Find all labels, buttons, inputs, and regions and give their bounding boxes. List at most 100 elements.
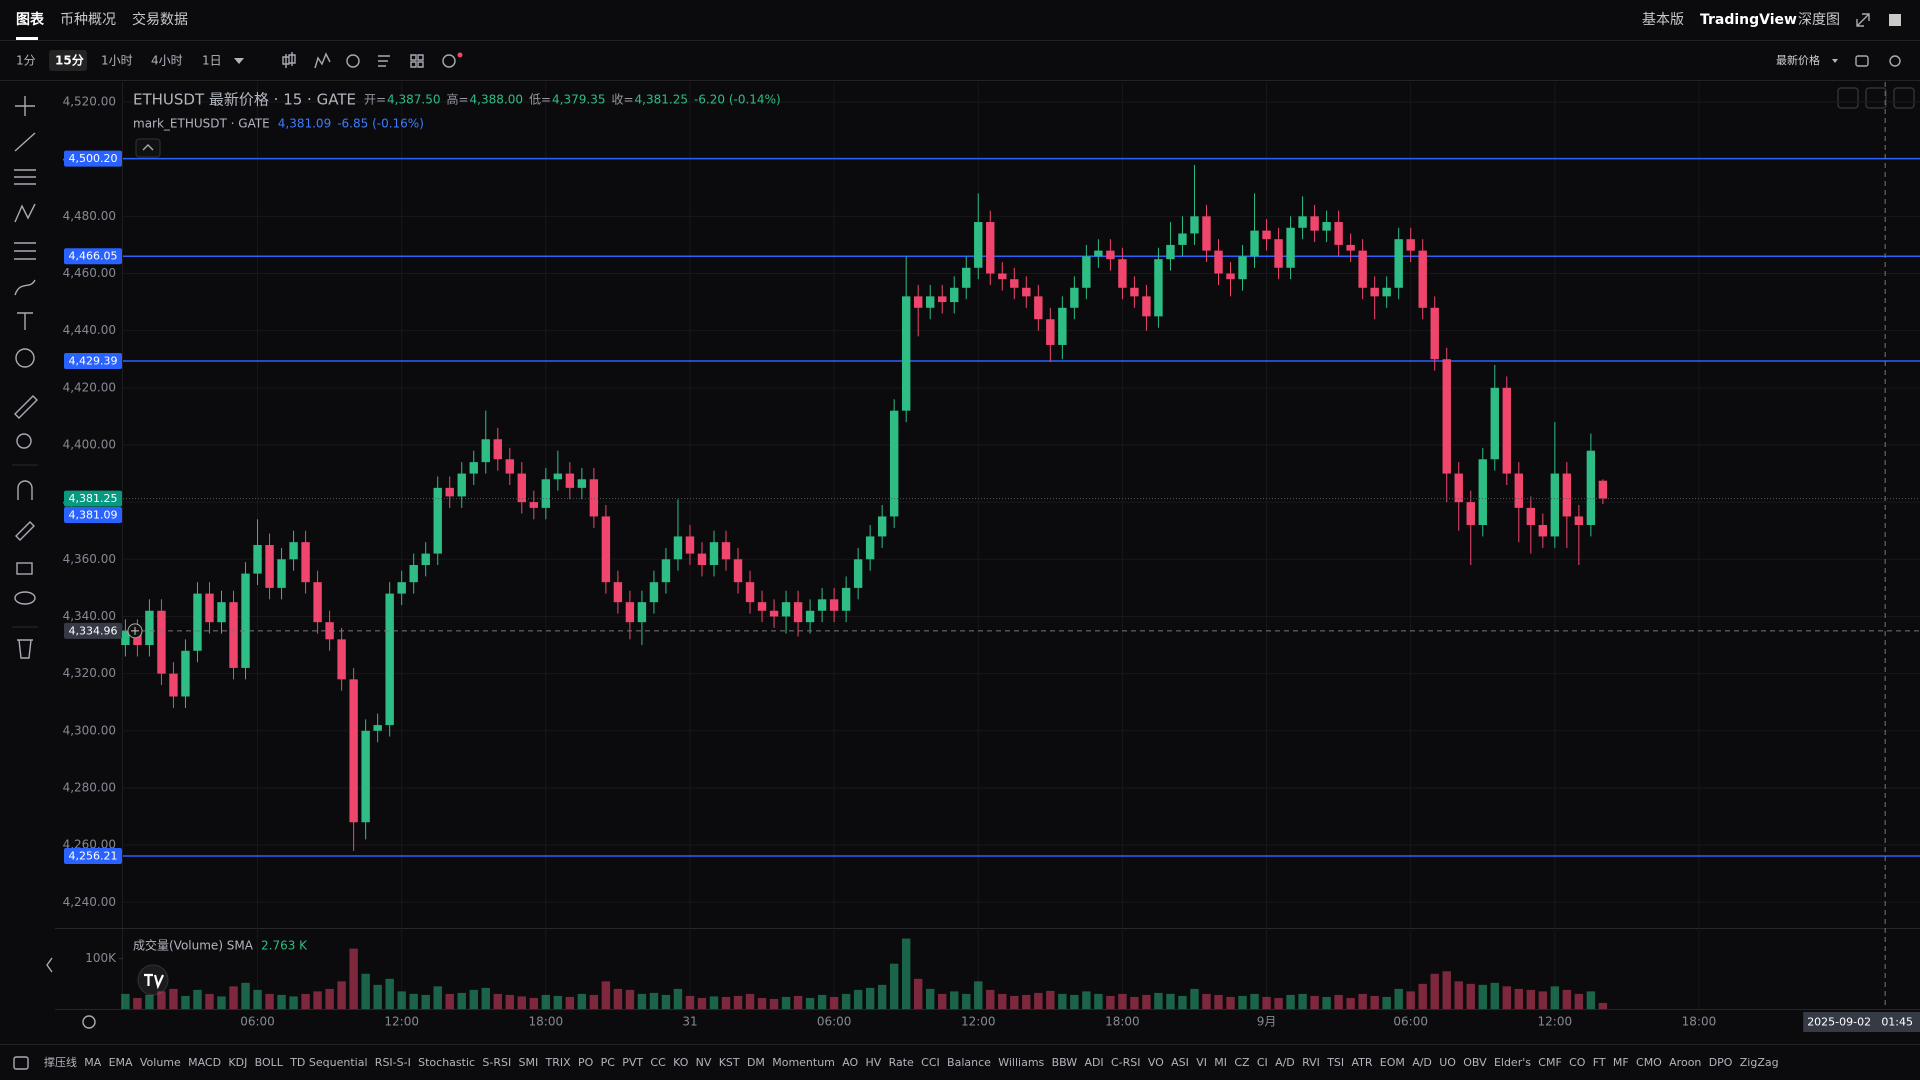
layout-icon[interactable] [410, 54, 424, 68]
camera-icon[interactable] [1855, 55, 1869, 67]
indicator[interactable]: PVT [622, 1056, 643, 1069]
indicator[interactable]: TD Sequential [289, 1056, 367, 1069]
tool-pattern[interactable] [14, 203, 36, 223]
tool-line[interactable] [14, 132, 36, 152]
indicator[interactable]: EMA [109, 1056, 133, 1069]
interval[interactable]: 15分 [55, 53, 84, 68]
collapse-arrow[interactable] [46, 957, 53, 973]
view-option[interactable]: TradingView [1700, 12, 1797, 28]
indicator[interactable]: ATR [1351, 1056, 1372, 1069]
indicator[interactable]: MACD [188, 1056, 221, 1069]
indicator[interactable]: FT [1593, 1056, 1606, 1069]
indicator[interactable]: CMF [1538, 1056, 1562, 1069]
indicator[interactable]: SMI [519, 1056, 539, 1069]
add-icon[interactable] [442, 54, 456, 68]
indicator[interactable]: BOLL [255, 1056, 284, 1069]
tool-lock[interactable] [16, 562, 33, 575]
indicator-icon[interactable] [314, 52, 331, 69]
indicator[interactable]: Rate [889, 1056, 914, 1069]
replay-icon[interactable] [346, 54, 360, 68]
indicator[interactable]: CZ [1234, 1056, 1250, 1069]
axis-settings[interactable] [82, 1015, 96, 1029]
indicator[interactable]: A/D [1275, 1056, 1295, 1069]
settings-icon[interactable] [1889, 55, 1901, 67]
indicator[interactable]: RVI [1302, 1056, 1320, 1069]
indicator[interactable]: Balance [947, 1056, 991, 1069]
tool-channel[interactable] [14, 169, 36, 185]
indicator[interactable]: HV [866, 1056, 882, 1069]
indicator[interactable]: TSI [1326, 1056, 1344, 1069]
indicator[interactable]: VO [1148, 1056, 1164, 1069]
tool-emoji[interactable] [15, 348, 35, 368]
view-option[interactable]: 基本版 [1642, 11, 1684, 28]
indicator[interactable]: MF [1613, 1056, 1629, 1069]
indicator[interactable]: A/D [1412, 1056, 1432, 1069]
indicator[interactable]: RSI-S-I [375, 1056, 411, 1069]
indicator[interactable]: OBV [1463, 1056, 1487, 1069]
indicator[interactable]: UO [1439, 1056, 1456, 1069]
indicator[interactable]: MI [1214, 1056, 1227, 1069]
indicator[interactable]: KDJ [228, 1056, 247, 1069]
dropdown-caret[interactable] [234, 58, 244, 64]
candle-icon[interactable] [282, 52, 296, 68]
indicator[interactable]: Stochastic [418, 1056, 475, 1069]
indicator[interactable]: 撑压线 [44, 1055, 77, 1069]
indicator[interactable]: Williams [998, 1056, 1044, 1069]
indicator[interactable]: PO [578, 1056, 594, 1069]
indicator[interactable]: EOM [1380, 1056, 1405, 1069]
indicator[interactable]: DM [747, 1056, 765, 1069]
indicator-icon[interactable] [13, 1056, 29, 1070]
tab[interactable]: 交易数据 [132, 11, 188, 28]
pane-button[interactable] [1837, 87, 1859, 109]
indicator[interactable]: S-RSI [482, 1056, 511, 1069]
tool-brush[interactable] [14, 279, 36, 296]
expand-icon[interactable] [1856, 13, 1870, 27]
indicator[interactable]: CMO [1636, 1056, 1662, 1069]
indicator[interactable]: BBW [1052, 1056, 1078, 1069]
indicator[interactable]: DPO [1709, 1056, 1733, 1069]
indicator[interactable]: Volume [140, 1056, 181, 1069]
tool-zoom[interactable] [16, 433, 32, 449]
tab[interactable]: 图表 [16, 11, 45, 28]
interval[interactable]: 1日 [202, 54, 222, 68]
indicator[interactable]: CCI [921, 1056, 940, 1069]
tab[interactable]: 币种概况 [60, 12, 116, 28]
indicator[interactable]: CI [1257, 1056, 1268, 1069]
indicator[interactable]: C-RSI [1111, 1056, 1141, 1069]
view-option[interactable]: 深度图 [1798, 12, 1840, 28]
template-icon[interactable] [378, 55, 390, 67]
indicator[interactable]: CC [650, 1056, 666, 1069]
indicator[interactable]: Elder's [1494, 1056, 1531, 1069]
pane-button[interactable] [1865, 87, 1887, 109]
interval[interactable]: 4小时 [151, 54, 183, 68]
tool-ruler[interactable] [14, 395, 38, 419]
indicator[interactable]: Momentum [772, 1056, 835, 1069]
price-mode[interactable]: 最新价格 [1776, 53, 1820, 67]
indicator[interactable]: VI [1196, 1056, 1207, 1069]
tool-fib[interactable] [14, 242, 36, 260]
tool-delete[interactable] [17, 639, 33, 659]
collapse-legend[interactable] [135, 138, 161, 158]
indicator[interactable]: ASI [1171, 1056, 1189, 1069]
indicator[interactable]: Aroon [1669, 1056, 1701, 1069]
layout-icon[interactable] [1889, 14, 1901, 26]
tool-lock-draw[interactable] [15, 521, 35, 541]
indicator[interactable]: PC [601, 1056, 616, 1069]
tool-crosshair[interactable] [15, 96, 35, 116]
indicator[interactable]: ZigZag [1740, 1056, 1779, 1069]
indicator[interactable]: MA [84, 1056, 101, 1069]
indicator[interactable]: TRIX [545, 1056, 572, 1069]
pane-button[interactable] [1893, 87, 1915, 109]
tool-magnet[interactable] [17, 480, 33, 500]
tool-text[interactable] [17, 312, 33, 330]
indicator[interactable]: AO [842, 1056, 858, 1069]
indicator[interactable]: NV [696, 1056, 712, 1069]
indicator[interactable]: KST [719, 1056, 740, 1069]
interval[interactable]: 1分 [16, 54, 36, 68]
dropdown-caret[interactable] [1832, 59, 1838, 63]
tool-visibility[interactable] [14, 591, 36, 605]
indicator[interactable]: ADI [1084, 1056, 1103, 1069]
indicator[interactable]: KO [673, 1056, 689, 1069]
indicator[interactable]: CO [1569, 1056, 1586, 1069]
interval[interactable]: 1小时 [101, 54, 133, 68]
